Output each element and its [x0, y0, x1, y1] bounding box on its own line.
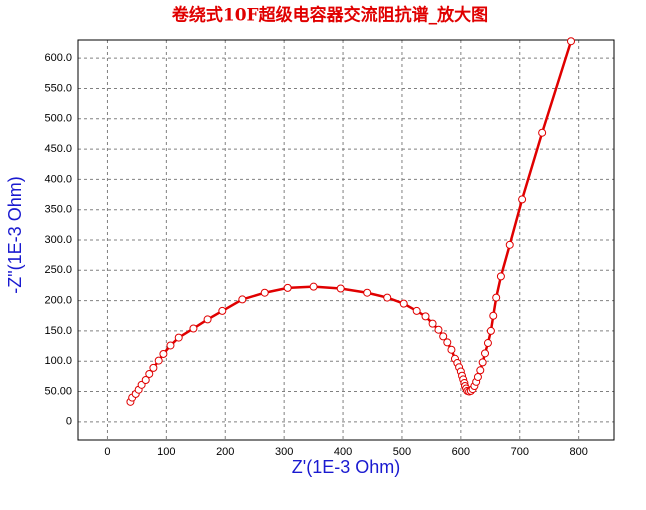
x-axis-label: Z'(1E-3 Ohm): [292, 457, 400, 477]
data-point: [309, 282, 318, 291]
x-tick-label: 600: [452, 446, 470, 458]
data-point: [439, 332, 448, 341]
y-tick-label: 50.00: [44, 385, 72, 397]
data-point: [412, 306, 421, 315]
data-point: [189, 324, 198, 333]
x-tick-label: 400: [334, 446, 352, 458]
y-tick-label: 350.0: [44, 204, 72, 216]
y-tick-label: 100.0: [44, 355, 72, 367]
x-tick-label: 300: [275, 446, 293, 458]
data-point: [478, 358, 487, 367]
data-point: [481, 349, 490, 358]
data-point: [443, 338, 452, 347]
data-point: [505, 240, 514, 249]
data-point: [434, 325, 443, 334]
data-point: [336, 284, 345, 293]
y-tick-label: 150.0: [44, 325, 72, 337]
y-tick-label: 500.0: [44, 113, 72, 125]
data-line: [129, 40, 573, 403]
y-tick-label: 550.0: [44, 82, 72, 94]
data-point: [166, 341, 175, 350]
chart-title: 卷绕式10F超级电容器交流阻抗谱_放大图: [171, 5, 488, 26]
data-point: [154, 356, 163, 365]
data-point: [141, 376, 150, 384]
data-point: [473, 372, 482, 381]
x-tick-label: 700: [511, 446, 529, 458]
data-point: [428, 319, 437, 328]
y-tick-label: 600.0: [44, 52, 72, 64]
plot-frame: [77, 39, 615, 441]
data-point: [567, 37, 576, 46]
data-point: [496, 272, 505, 281]
data-point: [383, 293, 392, 302]
data-point: [174, 333, 183, 342]
data-point: [492, 293, 501, 302]
data-point: [399, 299, 408, 308]
data-point: [149, 363, 158, 372]
data-point: [238, 295, 247, 304]
y-tick-label: 450.0: [44, 143, 72, 155]
x-tick-label: 200: [216, 446, 234, 458]
data-point: [483, 339, 492, 348]
y-tick-label: 0: [66, 416, 72, 428]
data-point: [260, 288, 269, 297]
data-point: [363, 288, 372, 297]
x-tick-label: 0: [104, 446, 110, 458]
x-tick-label: 800: [569, 446, 587, 458]
y-tick-label: 400.0: [44, 173, 72, 185]
data-point: [447, 345, 456, 354]
data-point: [538, 128, 547, 137]
data-point: [486, 326, 495, 335]
data-point: [518, 195, 527, 204]
data-point: [421, 312, 430, 321]
data-point: [145, 369, 154, 378]
y-tick-label: 300.0: [44, 234, 72, 246]
y-tick-label: 250.0: [44, 264, 72, 276]
y-tick-label: 200.0: [44, 295, 72, 307]
data-point: [203, 315, 212, 324]
data-point: [159, 349, 168, 358]
x-tick-label: 500: [393, 446, 411, 458]
data-point: [476, 366, 485, 375]
data-point: [283, 283, 292, 292]
y-axis-label: -Z"(1E-3 Ohm): [5, 176, 25, 293]
data-point: [218, 306, 227, 315]
x-tick-label: 100: [157, 446, 175, 458]
data-point: [489, 311, 498, 320]
